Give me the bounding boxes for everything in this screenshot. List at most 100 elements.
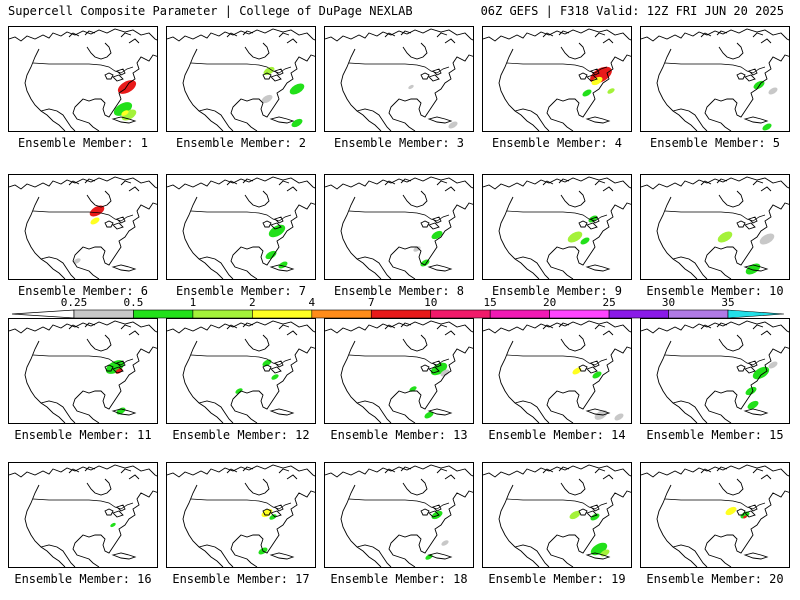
map-outline-cuba: [427, 116, 453, 124]
scp-shaded-area: [73, 258, 81, 264]
scp-shaded-area: [90, 217, 100, 225]
ensemble-member-label: Ensemble Member: 11: [14, 428, 152, 442]
scp-shaded-area: [89, 205, 105, 217]
scp-shaded-area: [572, 367, 582, 375]
ensemble-map-panel: [482, 318, 632, 424]
map-outline-mexico: [356, 544, 392, 567]
colorbar-bin: [252, 309, 313, 319]
map-outline-lakes: [578, 504, 600, 518]
map-outline-lakes: [736, 68, 758, 82]
scp-shaded-area: [762, 123, 772, 131]
colorbar-bin: [370, 309, 432, 319]
map-canvas: [325, 464, 473, 567]
map-outline-cuba: [427, 408, 453, 416]
map-outline-bay: [244, 42, 270, 60]
scp-shaded-area: [441, 540, 449, 546]
map-outline-coast: [325, 320, 473, 423]
scp-shaded-area: [115, 368, 123, 374]
map-outline-cuba: [585, 552, 611, 560]
map-outline-cuba: [743, 408, 769, 416]
map-outline-cuba: [427, 552, 453, 560]
colorbar-tick-label: 20: [543, 296, 556, 309]
scp-shaded-area: [269, 514, 277, 520]
ensemble-member-label: Ensemble Member: 15: [646, 428, 784, 442]
map-canvas: [325, 176, 473, 279]
map-outline-lakes: [736, 360, 758, 374]
colorbar-tick-label: 1: [190, 296, 197, 309]
ensemble-member-label: Ensemble Member: 1: [17, 136, 149, 150]
map-outline-cuba: [743, 116, 769, 124]
scp-shaded-area: [582, 89, 592, 97]
map-canvas: [167, 28, 315, 131]
map-outline-mexico: [672, 544, 708, 567]
map-outline-cuba: [585, 408, 611, 416]
ensemble-map-panel: [166, 462, 316, 568]
map-outline-islands: [68, 30, 140, 44]
map-outline-mexico: [514, 256, 550, 279]
ensemble-member-label: Ensemble Member: 18: [330, 572, 468, 586]
map-outline-lakes: [420, 504, 442, 518]
ensemble-map-panel: [324, 462, 474, 568]
colorbar-tick-label: 0.25: [61, 296, 88, 309]
map-outline-islands: [226, 30, 298, 44]
map-outline-islands: [384, 30, 456, 44]
map-outline-bay: [718, 190, 744, 208]
map-outline-mexico: [672, 108, 708, 131]
map-outline-bay: [86, 334, 112, 352]
scp-shaded-area: [289, 83, 305, 95]
map-outline-coast: [483, 176, 631, 279]
ensemble-map-panel: [8, 462, 158, 568]
header-valid-time: 06Z GEFS | F318 Valid: 12Z FRI JUN 20 20…: [480, 4, 784, 18]
map-canvas: [641, 176, 789, 279]
map-outline-bay: [402, 334, 428, 352]
ensemble-member-label: Ensemble Member: 8: [333, 284, 465, 298]
map-canvas: [641, 320, 789, 423]
map-canvas: [167, 320, 315, 423]
map-outline-cuba: [111, 552, 137, 560]
map-outline-cuba: [111, 264, 137, 272]
map-outline-mexico: [356, 256, 392, 279]
ensemble-member-label: Ensemble Member: 6: [17, 284, 149, 298]
colorbar-tick-label: 2: [249, 296, 256, 309]
map-outline-lakes: [104, 68, 126, 82]
map-outline-coast: [9, 464, 157, 567]
scp-shaded-area: [265, 250, 277, 260]
map-outline-coast: [483, 28, 631, 131]
scp-shaded-area: [268, 224, 286, 238]
map-outline-islands: [226, 178, 298, 192]
map-outline-bay: [86, 478, 112, 496]
ensemble-map-panel: [482, 462, 632, 568]
map-canvas: [9, 28, 157, 131]
map-outline-islands: [384, 466, 456, 480]
map-outline-cuba: [111, 116, 137, 124]
scp-shaded-area: [717, 231, 733, 243]
ensemble-map-panel: [640, 174, 790, 280]
map-outline-islands: [542, 322, 614, 336]
map-outline-lakes: [736, 216, 758, 230]
map-outline-lakes: [262, 68, 284, 82]
scp-shaded-area: [424, 411, 434, 419]
map-outline-mexico: [672, 400, 708, 423]
ensemble-map-panel: [640, 26, 790, 132]
scp-shaded-area: [291, 118, 303, 128]
map-outline-bay: [718, 42, 744, 60]
map-outline-cuba: [269, 264, 295, 272]
scp-shaded-area: [105, 360, 125, 374]
map-outline-mexico: [198, 108, 234, 131]
map-canvas: [483, 28, 631, 131]
map-outline-lakes: [578, 216, 600, 230]
ensemble-map-panel: [324, 318, 474, 424]
map-outline-lakes: [104, 216, 126, 230]
map-canvas: [641, 28, 789, 131]
map-outline-mexico: [40, 400, 76, 423]
colorbar-low-arrow: [11, 309, 75, 319]
map-outline-cuba: [269, 116, 295, 124]
colorbar-tick-label: 7: [368, 296, 375, 309]
map-outline-cuba: [111, 408, 137, 416]
scp-shaded-area: [740, 511, 750, 519]
map-outline-bay: [244, 334, 270, 352]
map-outline-mexico: [198, 256, 234, 279]
map-outline-coast: [167, 28, 315, 131]
map-outline-lakes: [104, 504, 126, 518]
ensemble-member-label: Ensemble Member: 16: [14, 572, 152, 586]
